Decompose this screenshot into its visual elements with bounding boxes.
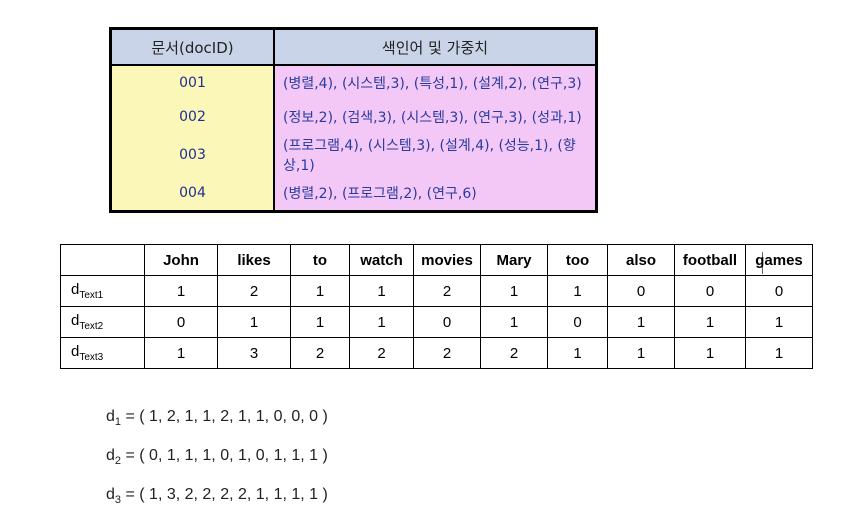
terms-cell: (프로그램,4), (시스템,3), (설계,4), (성능,1), (향상,1… bbox=[274, 134, 597, 176]
column-header: Mary bbox=[480, 244, 548, 276]
vector-main: d bbox=[106, 408, 115, 425]
doc-id-cell: 001 bbox=[110, 65, 275, 100]
matrix-cell: 0 bbox=[547, 306, 608, 338]
text-cursor-icon bbox=[762, 252, 763, 274]
column-header: John bbox=[144, 244, 218, 276]
row-label: dText1 bbox=[60, 275, 145, 307]
matrix-cell: 1 bbox=[607, 306, 675, 338]
row-label-main: d bbox=[71, 281, 80, 298]
vector-sub: 3 bbox=[114, 494, 122, 507]
matrix-cell: 1 bbox=[674, 337, 746, 369]
column-header: football bbox=[674, 244, 746, 276]
row-label-sub: Text1 bbox=[79, 290, 104, 301]
matrix-cell: 1 bbox=[607, 337, 675, 369]
matrix-cell: 2 bbox=[349, 337, 414, 369]
row-label-main: d bbox=[71, 343, 80, 360]
vector-main: d bbox=[106, 486, 115, 504]
matrix-cell: 1 bbox=[144, 337, 218, 369]
matrix-cell: 0 bbox=[144, 306, 218, 338]
matrix-cell: 1 bbox=[217, 306, 291, 338]
index-row: 001 (병렬,4), (시스템,3), (특성,1), (설계,2), (연구… bbox=[110, 65, 597, 100]
column-header: too bbox=[547, 244, 608, 276]
vector-line: d3 = ( 1, 3, 2, 2, 2, 2, 1, 1, 1, 1 ) bbox=[106, 478, 328, 517]
matrix-cell: 1 bbox=[745, 306, 813, 338]
matrix-cell: 1 bbox=[290, 275, 350, 307]
matrix-corner-cell bbox=[60, 244, 145, 276]
column-header: also bbox=[607, 244, 675, 276]
vector-line: d1 = ( 1, 2, 1, 1, 2, 1, 1, 0, 0, 0 ) bbox=[106, 400, 328, 439]
terms-cell: (병렬,2), (프로그램,2), (연구,6) bbox=[274, 176, 597, 212]
matrix-cell: 1 bbox=[745, 337, 813, 369]
matrix-cell: 2 bbox=[413, 337, 481, 369]
matrix-row: dText1 1 2 1 1 2 1 1 0 0 0 bbox=[60, 275, 813, 307]
matrix-cell: 2 bbox=[290, 337, 350, 369]
matrix-cell: 0 bbox=[413, 306, 481, 338]
vector-main: d bbox=[106, 447, 115, 465]
row-label-sub: Text2 bbox=[79, 321, 104, 332]
index-row: 003 (프로그램,4), (시스템,3), (설계,4), (성능,1), (… bbox=[110, 134, 597, 176]
matrix-cell: 3 bbox=[217, 337, 291, 369]
matrix-cell: 1 bbox=[547, 275, 608, 307]
column-header: movies bbox=[413, 244, 481, 276]
doc-id-cell: 002 bbox=[110, 100, 275, 134]
vector-line: d2 = ( 0, 1, 1, 1, 0, 1, 0, 1, 1, 1 ) bbox=[106, 439, 328, 478]
matrix-cell: 1 bbox=[480, 275, 548, 307]
matrix-cell: 2 bbox=[413, 275, 481, 307]
document-vectors: d1 = ( 1, 2, 1, 1, 2, 1, 1, 0, 0, 0 ) d2… bbox=[106, 400, 328, 518]
index-table-header: 문서(docID) 색인어 및 가중치 bbox=[110, 28, 597, 66]
matrix-row: dText3 1 3 2 2 2 2 1 1 1 1 bbox=[60, 337, 813, 369]
matrix-header-row: John likes to watch movies Mary too also… bbox=[60, 244, 813, 276]
matrix-cell: 0 bbox=[607, 275, 675, 307]
column-header: likes bbox=[217, 244, 291, 276]
vector-values: = ( 0, 1, 1, 1, 0, 1, 0, 1, 1, 1 ) bbox=[121, 447, 328, 465]
matrix-cell: 0 bbox=[745, 275, 813, 307]
column-header: games bbox=[745, 244, 813, 276]
matrix-cell: 0 bbox=[674, 275, 746, 307]
matrix-row: dText2 0 1 1 1 0 1 0 1 1 1 bbox=[60, 306, 813, 338]
matrix-cell: 1 bbox=[290, 306, 350, 338]
term-frequency-matrix: John likes to watch movies Mary too also… bbox=[60, 244, 813, 369]
vector-values: = ( 1, 2, 1, 1, 2, 1, 1, 0, 0, 0 ) bbox=[121, 408, 328, 425]
index-row: 004 (병렬,2), (프로그램,2), (연구,6) bbox=[110, 176, 597, 212]
index-table: 문서(docID) 색인어 및 가중치 001 (병렬,4), (시스템,3),… bbox=[109, 27, 598, 213]
column-header: to bbox=[290, 244, 350, 276]
matrix-cell: 2 bbox=[480, 337, 548, 369]
row-label: dText3 bbox=[60, 337, 145, 369]
row-label-main: d bbox=[71, 312, 80, 329]
matrix-cell: 1 bbox=[144, 275, 218, 307]
vector-sub: 2 bbox=[114, 455, 122, 468]
matrix-cell: 1 bbox=[547, 337, 608, 369]
index-row: 002 (정보,2), (검색,3), (시스템,3), (연구,3), (성과… bbox=[110, 100, 597, 134]
matrix-cell: 2 bbox=[217, 275, 291, 307]
header-doc-id: 문서(docID) bbox=[110, 28, 275, 66]
vector-values: = ( 1, 3, 2, 2, 2, 2, 1, 1, 1, 1 ) bbox=[121, 486, 328, 504]
terms-cell: (정보,2), (검색,3), (시스템,3), (연구,3), (성과,1) bbox=[274, 100, 597, 134]
matrix-cell: 1 bbox=[674, 306, 746, 338]
header-index-terms: 색인어 및 가중치 bbox=[274, 28, 597, 66]
doc-id-cell: 003 bbox=[110, 134, 275, 176]
doc-id-cell: 004 bbox=[110, 176, 275, 212]
matrix-cell: 1 bbox=[349, 275, 414, 307]
matrix-cell: 1 bbox=[480, 306, 548, 338]
row-label: dText2 bbox=[60, 306, 145, 338]
row-label-sub: Text3 bbox=[79, 352, 104, 363]
terms-cell: (병렬,4), (시스템,3), (특성,1), (설계,2), (연구,3) bbox=[274, 65, 597, 100]
column-header: watch bbox=[349, 244, 414, 276]
matrix-cell: 1 bbox=[349, 306, 414, 338]
vector-sub: 1 bbox=[114, 416, 122, 429]
